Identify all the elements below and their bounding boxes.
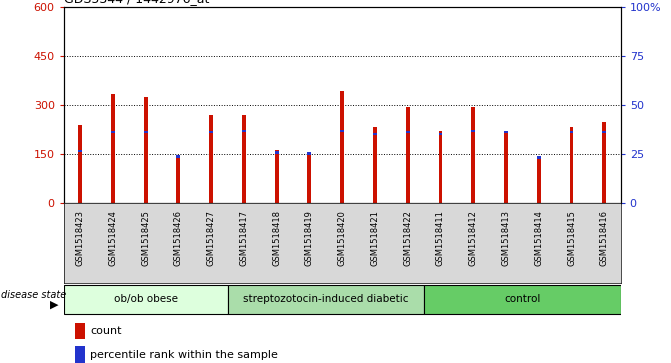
Bar <box>176 156 180 203</box>
Text: GSM1518426: GSM1518426 <box>174 210 183 266</box>
Bar <box>209 131 213 133</box>
Text: ob/ob obese: ob/ob obese <box>113 294 178 305</box>
Bar <box>570 131 574 133</box>
Text: GSM1518414: GSM1518414 <box>534 210 544 266</box>
Text: GSM1518425: GSM1518425 <box>141 210 150 266</box>
Bar <box>209 115 213 203</box>
Text: streptozotocin-induced diabetic: streptozotocin-induced diabetic <box>243 294 409 305</box>
Text: GSM1518421: GSM1518421 <box>370 210 380 266</box>
Bar <box>406 107 410 203</box>
Bar <box>144 97 148 203</box>
Text: GSM1518412: GSM1518412 <box>469 210 478 266</box>
Bar <box>78 125 82 203</box>
Text: GSM1518422: GSM1518422 <box>403 210 412 266</box>
Text: GSM1518415: GSM1518415 <box>567 210 576 266</box>
Bar <box>242 115 246 203</box>
Bar <box>340 90 344 203</box>
Text: GSM1518416: GSM1518416 <box>600 210 609 266</box>
Bar <box>75 323 85 339</box>
Bar <box>75 346 85 363</box>
Bar <box>570 126 574 203</box>
Text: GSM1518418: GSM1518418 <box>272 210 281 266</box>
Bar <box>537 156 541 203</box>
Bar <box>504 133 508 203</box>
Text: GDS5344 / 1442976_at: GDS5344 / 1442976_at <box>64 0 209 5</box>
Bar <box>603 122 607 203</box>
Text: GSM1518420: GSM1518420 <box>338 210 347 266</box>
Bar <box>424 285 621 314</box>
Bar <box>373 133 377 135</box>
Text: GSM1518419: GSM1518419 <box>305 210 314 266</box>
Bar <box>307 154 311 203</box>
Text: GSM1518417: GSM1518417 <box>240 210 248 266</box>
Bar <box>274 151 278 154</box>
Bar <box>78 150 82 152</box>
Bar <box>537 156 541 159</box>
Bar <box>373 126 377 203</box>
Text: GSM1518413: GSM1518413 <box>501 210 511 266</box>
Bar <box>176 155 180 158</box>
Bar <box>406 131 410 133</box>
Bar <box>307 152 311 155</box>
Text: percentile rank within the sample: percentile rank within the sample <box>91 350 278 360</box>
Bar <box>439 133 442 135</box>
Bar <box>274 150 278 203</box>
Text: GSM1518411: GSM1518411 <box>436 210 445 266</box>
Bar <box>227 285 424 314</box>
Bar <box>603 131 607 133</box>
Text: count: count <box>91 326 122 336</box>
Bar <box>471 107 475 203</box>
Bar <box>144 131 148 133</box>
Bar <box>340 130 344 132</box>
Text: GSM1518424: GSM1518424 <box>109 210 117 266</box>
Bar <box>111 131 115 133</box>
Text: ▶: ▶ <box>50 299 58 309</box>
Bar <box>242 130 246 132</box>
Text: GSM1518423: GSM1518423 <box>76 210 85 266</box>
Bar <box>504 131 508 133</box>
Text: control: control <box>504 294 541 305</box>
Text: disease state: disease state <box>1 290 66 299</box>
Text: GSM1518427: GSM1518427 <box>207 210 215 266</box>
Bar <box>471 130 475 132</box>
Bar <box>111 94 115 203</box>
Bar <box>439 131 442 203</box>
Bar <box>64 285 227 314</box>
